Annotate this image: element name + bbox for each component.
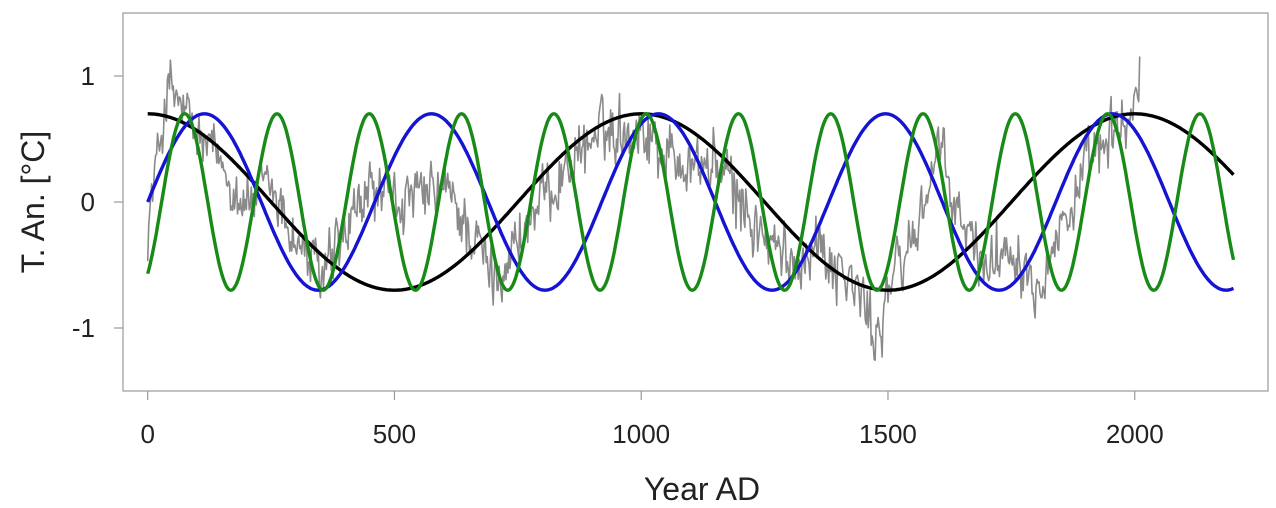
short-cycle-line [146,112,1236,292]
x-tick-label: 1000 [612,419,670,449]
x-axis-title: Year AD [644,471,760,507]
reconstruction-line [146,56,1141,361]
long-cycle-line [147,112,1235,292]
y-axis-title: T. An. [°C] [15,131,51,274]
x-tick-label: 2000 [1106,419,1164,449]
y-tick-label: 1 [81,61,95,91]
x-tick-label: 0 [140,419,154,449]
x-tick-label: 500 [373,419,416,449]
x-tick-label: 1500 [859,419,917,449]
y-tick-label: -1 [72,313,95,343]
y-tick-label: 0 [81,187,95,217]
plot-frame [122,12,1269,392]
